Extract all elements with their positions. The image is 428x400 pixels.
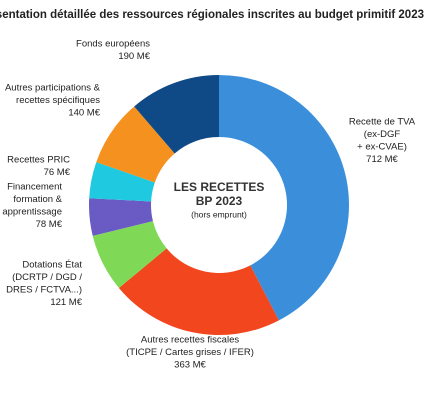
value-label: 190 M€ xyxy=(118,51,150,62)
category-label: Autres participations & xyxy=(5,83,101,94)
category-label: + ex-CVAE) xyxy=(357,142,407,153)
donut xyxy=(89,75,349,335)
value-label: 76 M€ xyxy=(44,167,71,178)
category-label: Autres recettes fiscales xyxy=(141,335,239,346)
donut-segment xyxy=(89,162,155,202)
center-label: BP 2023 xyxy=(196,194,243,208)
center-label: (hors emprunt) xyxy=(191,209,247,219)
category-label: formation & xyxy=(13,194,62,205)
category-label: Financement xyxy=(7,182,62,193)
category-label: (TICPE / Cartes grises / IFER) xyxy=(126,347,254,358)
donut-segment xyxy=(96,106,175,183)
value-label: 121 M€ xyxy=(50,297,82,308)
value-label: 140 M€ xyxy=(68,108,100,119)
donut-segment xyxy=(219,75,349,321)
category-label: Fonds européens xyxy=(76,39,150,50)
category-label: Recettes PRIC xyxy=(7,155,70,166)
category-label: Recette de TVA xyxy=(349,117,416,128)
donut-segment xyxy=(92,221,167,288)
value-label: 712 M€ xyxy=(366,154,398,165)
category-label: (ex-DGF xyxy=(364,129,401,140)
value-label: 78 M€ xyxy=(36,219,63,230)
donut-segment xyxy=(118,248,279,335)
center-label: LES RECETTES xyxy=(174,180,265,194)
category-label: Dotations État xyxy=(22,260,82,271)
category-label: (DCRTP / DGD / xyxy=(12,272,82,283)
donut-segment xyxy=(134,75,219,154)
category-label: apprentissage xyxy=(2,207,62,218)
category-label: recettes spécifiques xyxy=(16,95,100,106)
chart-title: résentation détaillée des ressources rég… xyxy=(0,9,424,21)
donut-segment xyxy=(89,198,153,236)
category-label: DRES / FCTVA...) xyxy=(6,285,82,296)
value-label: 363 M€ xyxy=(174,360,206,371)
